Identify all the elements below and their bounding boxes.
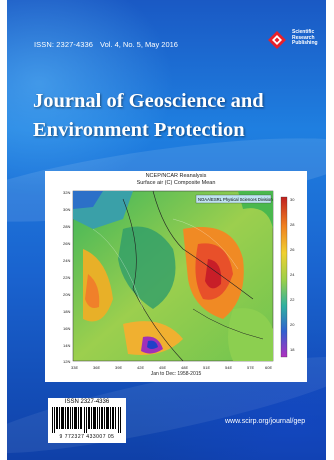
y-tick-label: 14N	[63, 343, 70, 348]
journal-title-line: Journal of Geoscience and	[33, 90, 264, 112]
x-tick-label: 36E	[93, 365, 100, 370]
colorbar-tick-label: 28	[290, 222, 295, 227]
x-tick-label: 51E	[203, 365, 210, 370]
colorbar-tick-label: 22	[290, 297, 295, 302]
x-tick-label: 48E	[181, 365, 188, 370]
y-tick-label: 32N	[63, 190, 70, 195]
climate-map-figure: NCEP/NCAR Reanalysis Surface air (C) Com…	[45, 171, 307, 382]
map-header-line: NCEP/NCAR Reanalysis	[145, 173, 207, 179]
colorbar-tick-label: 18	[290, 347, 295, 352]
x-tick-label: 45E	[159, 365, 166, 370]
map-plot: NOAA/ESRL Physical Sciences Division 32N…	[63, 190, 295, 370]
x-tick-label: 57E	[247, 365, 254, 370]
y-tick-label: 12N	[63, 359, 70, 364]
map-header: NCEP/NCAR Reanalysis Surface air (C) Com…	[45, 173, 307, 186]
y-tick-label: 20N	[63, 292, 70, 297]
y-tick-label: 22N	[63, 275, 70, 280]
publisher-emblem-icon	[268, 31, 286, 49]
volume-label: Vol. 4, No. 5, May 2016	[100, 40, 178, 49]
issn-label: ISSN: 2327-4336	[34, 40, 94, 49]
colorbar-tick-label: 20	[290, 322, 295, 327]
x-tick-label: 42E	[137, 365, 144, 370]
publisher-line: Publishing	[292, 40, 318, 46]
publisher-line: Research	[292, 34, 315, 41]
colorbar	[280, 196, 288, 358]
x-tick-label: 54E	[225, 365, 232, 370]
y-tick-label: 30N	[63, 207, 70, 212]
colorbar-tick-label: 26	[290, 247, 295, 252]
journal-title-line: Environment Protection	[33, 119, 245, 141]
barcode: ISSN 2327-4336 9 772327 433007 05	[48, 398, 126, 443]
x-tick-label: 39E	[115, 365, 122, 370]
publisher-line: Scientific	[292, 29, 315, 35]
y-tick-label: 26N	[63, 241, 70, 246]
map-credit: NOAA/ESRL Physical Sciences Division	[198, 197, 273, 202]
map-footer: Jan to Dec: 1958-2015	[150, 371, 202, 377]
journal-title: Journal of Geoscience and Environment Pr…	[33, 87, 323, 145]
barcode-issn: ISSN 2327-4336	[64, 399, 110, 405]
journal-url[interactable]: www.scirp.org/journal/gep	[225, 418, 306, 425]
y-tick-label: 24N	[63, 258, 70, 263]
y-tick-label: 16N	[63, 326, 70, 331]
publisher-logo: Scientific Research Publishing	[265, 28, 325, 58]
journal-cover: ISSN: 2327-4336 Vol. 4, No. 5, May 2016 …	[7, 0, 326, 460]
barcode-bars	[52, 407, 121, 433]
map-header-line: Surface air (C) Composite Mean	[136, 179, 216, 186]
x-tick-label: 33E	[71, 365, 78, 370]
barcode-number: 9 772327 433007 05	[59, 434, 115, 440]
publisher-name: Scientific Research Publishing	[292, 29, 318, 47]
colorbar-tick-label: 24	[290, 272, 295, 277]
colorbar-tick-label: 30	[290, 197, 295, 202]
x-tick-label: 60E	[265, 365, 272, 370]
y-tick-label: 18N	[63, 309, 70, 314]
y-tick-label: 28N	[63, 224, 70, 229]
